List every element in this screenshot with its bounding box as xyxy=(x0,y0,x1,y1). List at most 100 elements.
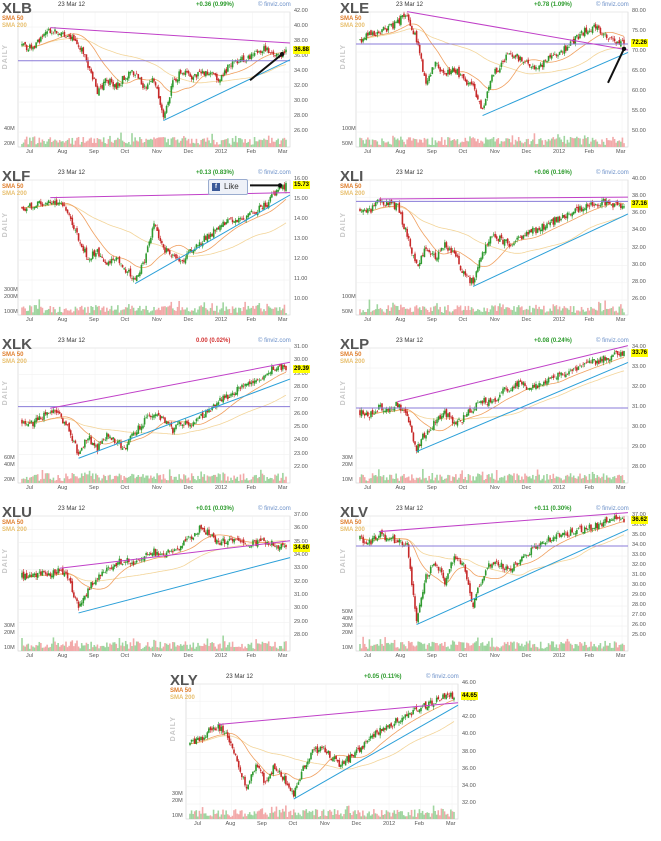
volume-bar xyxy=(448,311,451,315)
x-tick-label: Mar xyxy=(616,317,626,323)
candle-body xyxy=(209,727,212,730)
volume-bar xyxy=(226,814,229,819)
volume-bar xyxy=(516,642,518,651)
x-tick-label: Dec xyxy=(183,485,194,491)
candle-body xyxy=(154,549,157,556)
volume-bar xyxy=(282,648,284,651)
candle-body xyxy=(362,410,364,415)
volume-tick-label: 10M xyxy=(342,477,353,483)
volume-bar xyxy=(285,312,287,315)
candle-body xyxy=(417,264,419,266)
candle-body xyxy=(591,359,594,364)
candle-body xyxy=(544,59,547,61)
volume-bar xyxy=(142,648,144,651)
volume-bar xyxy=(112,142,114,147)
annotation-arrow-head xyxy=(277,183,283,188)
last-price-tag: 36.88 xyxy=(293,46,311,55)
volume-bar xyxy=(319,816,322,819)
volume-bar xyxy=(214,144,217,147)
candle-body xyxy=(415,445,418,452)
volume-bar xyxy=(615,142,617,147)
candle-body xyxy=(87,59,89,68)
candle-body xyxy=(343,761,345,764)
candle-body xyxy=(409,712,411,715)
volume-bar xyxy=(620,476,622,483)
candle-body xyxy=(118,83,121,86)
candle-body xyxy=(153,78,155,82)
candle-body xyxy=(33,420,36,427)
candle-body xyxy=(187,251,190,254)
candle-body xyxy=(395,542,397,543)
candle-body xyxy=(24,41,26,45)
candle-body xyxy=(478,585,481,587)
candle-body xyxy=(470,81,473,85)
volume-bar xyxy=(549,140,551,147)
candle-body xyxy=(388,724,391,729)
sma-50-legend: SMA 50 xyxy=(2,352,24,358)
candle-body xyxy=(112,258,114,260)
candle-body xyxy=(266,780,268,781)
volume-bar xyxy=(157,137,160,147)
candle-body xyxy=(358,747,361,752)
candle-body xyxy=(486,404,489,406)
volume-bar xyxy=(538,139,540,147)
volume-bar xyxy=(398,648,401,651)
candle-body xyxy=(585,204,588,211)
candle-body xyxy=(432,705,435,707)
x-tick-label: Feb xyxy=(246,149,256,155)
candle-body xyxy=(461,75,463,76)
candle-body xyxy=(106,567,108,572)
volume-bar xyxy=(183,309,185,315)
candle-body xyxy=(139,559,141,561)
candle-body xyxy=(132,277,135,280)
volume-bar xyxy=(607,645,610,651)
candle-body xyxy=(41,203,44,207)
volume-bar xyxy=(481,311,484,315)
candle-body xyxy=(599,27,602,34)
candle-body xyxy=(165,248,168,253)
candle-body xyxy=(32,207,34,209)
volume-bar xyxy=(117,476,119,483)
volume-bar xyxy=(153,137,155,147)
candle-body xyxy=(22,43,25,45)
volume-bar xyxy=(223,473,226,483)
candle-body xyxy=(179,70,182,74)
volume-bar xyxy=(222,140,224,147)
volume-bar xyxy=(101,478,103,483)
candle-body xyxy=(445,72,448,76)
volume-bar xyxy=(30,645,33,651)
candle-body xyxy=(365,542,368,544)
volume-bar xyxy=(369,815,372,819)
candle-body xyxy=(181,545,184,548)
candle-body xyxy=(467,83,470,85)
volume-bar xyxy=(223,641,226,651)
volume-bar xyxy=(396,809,399,819)
x-tick-label: 2012 xyxy=(553,317,566,323)
volume-bar xyxy=(129,475,132,483)
candle-body xyxy=(98,247,100,257)
volume-bar xyxy=(198,144,201,147)
candle-body xyxy=(593,359,595,361)
volume-bar xyxy=(80,473,83,483)
ticker-symbol: XLB xyxy=(2,0,32,17)
volume-bar xyxy=(277,473,279,483)
candle-body xyxy=(623,351,625,357)
volume-bar xyxy=(412,645,415,651)
volume-bar xyxy=(120,310,122,315)
volume-tick-label: 30M xyxy=(342,623,353,629)
volume-bar xyxy=(367,137,369,147)
candle-body xyxy=(35,417,37,422)
candle-body xyxy=(123,562,125,563)
volume-bar xyxy=(131,473,133,483)
candle-body xyxy=(250,382,253,385)
candle-body xyxy=(272,366,275,370)
candle-body xyxy=(115,257,118,261)
candle-body xyxy=(362,209,364,213)
volume-bar xyxy=(212,809,215,819)
candle-body xyxy=(480,584,482,586)
candle-body xyxy=(560,219,562,221)
volume-bar xyxy=(532,139,534,147)
volume-bar xyxy=(194,308,196,315)
volume-bar xyxy=(447,305,449,315)
x-tick-label: 2012 xyxy=(553,653,566,659)
